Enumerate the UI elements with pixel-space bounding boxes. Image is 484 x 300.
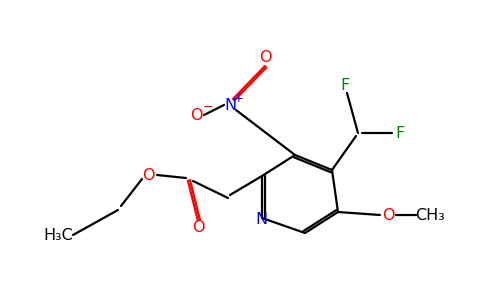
Text: F: F	[395, 125, 405, 140]
Text: O: O	[259, 50, 271, 65]
Text: O: O	[190, 107, 202, 122]
Text: H₃C: H₃C	[43, 227, 73, 242]
Text: N: N	[224, 98, 236, 112]
Text: −: −	[203, 100, 213, 113]
Text: +: +	[234, 92, 244, 104]
Text: O: O	[192, 220, 204, 236]
Text: N: N	[255, 212, 267, 226]
Text: O: O	[382, 208, 394, 223]
Text: F: F	[340, 77, 349, 92]
Text: CH₃: CH₃	[415, 208, 445, 223]
Text: O: O	[142, 167, 154, 182]
